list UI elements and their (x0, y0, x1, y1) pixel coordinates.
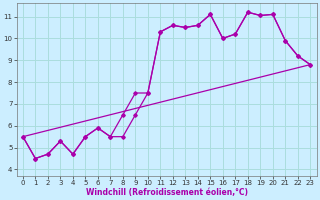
X-axis label: Windchill (Refroidissement éolien,°C): Windchill (Refroidissement éolien,°C) (85, 188, 248, 197)
